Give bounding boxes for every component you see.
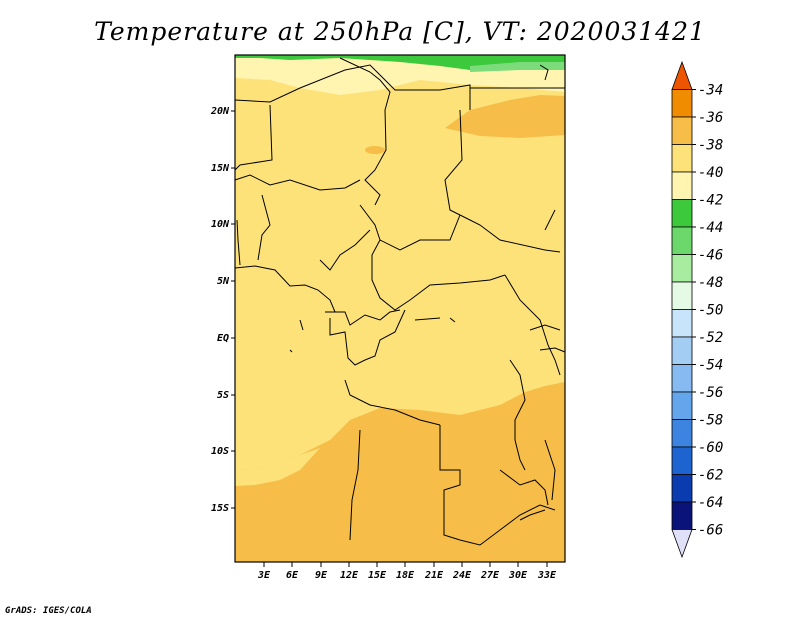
colorbar-swatch [671, 89, 693, 118]
field-band-neg48 [470, 62, 565, 72]
colorbar-swatch [671, 529, 693, 559]
map-frame [234, 54, 566, 563]
lat-label: 20N [210, 106, 230, 117]
lon-axis: 3E 6E 9E 12E 15E 18E 21E 24E 27E 30E 33E [257, 562, 557, 581]
colorbar-label: -54 [698, 358, 723, 374]
colorbar-label: -50 [698, 303, 723, 319]
colorbar-swatch [671, 60, 693, 90]
field-band-neg40-patch [235, 448, 320, 486]
lon-label: 12E [340, 570, 359, 581]
colorbar-swatch [671, 364, 693, 393]
lon-label: 18E [396, 570, 415, 581]
lon-label: 33E [537, 570, 557, 581]
colorbar: -34 -36 -38 -40 -42 -44 -46 -48 -50 -52 -54 -56 -58 -… [671, 60, 723, 559]
lat-label: EQ [217, 333, 229, 344]
lon-label: 3E [257, 570, 271, 581]
field-band-neg38-south [235, 382, 565, 562]
lat-label: 5N [217, 276, 230, 287]
lat-label: 15S [211, 503, 229, 514]
colorbar-swatch [671, 336, 693, 365]
colorbar-swatch [671, 309, 693, 338]
lon-ticks [263, 562, 548, 567]
colorbar-label: -56 [698, 385, 723, 401]
colorbar-label: -48 [698, 275, 723, 291]
lat-label: 10S [211, 446, 229, 457]
colorbar-label: -64 [698, 495, 723, 511]
colorbar-label: -52 [698, 330, 723, 346]
field-band-neg38-north [445, 95, 565, 138]
colorbar-swatch [671, 391, 693, 420]
colorbar-label: -42 [698, 193, 723, 209]
colorbar-label: -36 [698, 110, 723, 126]
colorbar-label: -44 [698, 220, 723, 236]
lon-label: 21E [424, 570, 444, 581]
colorbar-label: -62 [698, 468, 723, 484]
colorbar-swatch [671, 281, 693, 310]
grads-credit: GrADS: IGES/COLA [5, 606, 92, 616]
country-borders [234, 57, 566, 546]
lat-label: 15N [211, 163, 230, 174]
lat-ticks [231, 110, 235, 509]
lat-label: 10N [211, 219, 230, 230]
colorbar-label: -38 [698, 138, 723, 154]
lon-label: 6E [286, 570, 299, 581]
map-panel [234, 54, 566, 563]
colorbar-swatch [671, 446, 693, 475]
colorbar-label: -60 [698, 440, 723, 456]
colorbar-swatch [671, 419, 693, 448]
lat-label: 5S [217, 390, 229, 401]
colorbar-swatch [671, 116, 693, 145]
colorbar-swatch [671, 501, 693, 530]
colorbar-swatch [671, 254, 693, 283]
colorbar-label: -46 [698, 248, 723, 264]
colorbar-label: -34 [698, 83, 723, 99]
lon-label: 9E [315, 570, 328, 581]
colorbar-label: -40 [698, 165, 723, 181]
colorbar-swatch [671, 226, 693, 255]
lon-label: 15E [368, 570, 387, 581]
colorbar-swatch [671, 199, 693, 228]
lon-label: 27E [480, 570, 500, 581]
colorbar-swatch [671, 144, 693, 173]
field-warm-blob [365, 146, 385, 154]
colorbar-label: -58 [698, 413, 723, 429]
colorbar-swatch [671, 171, 693, 200]
colorbar-swatch [671, 474, 693, 503]
lon-label: 24E [452, 570, 472, 581]
map-title: Temperature at 250hPa [C], VT: 202003142… [94, 17, 706, 46]
lat-axis: 20N 15N 10N 5N EQ 5S 10S 15S [210, 106, 235, 514]
lon-label: 30E [508, 570, 528, 581]
colorbar-label: -66 [698, 523, 723, 539]
